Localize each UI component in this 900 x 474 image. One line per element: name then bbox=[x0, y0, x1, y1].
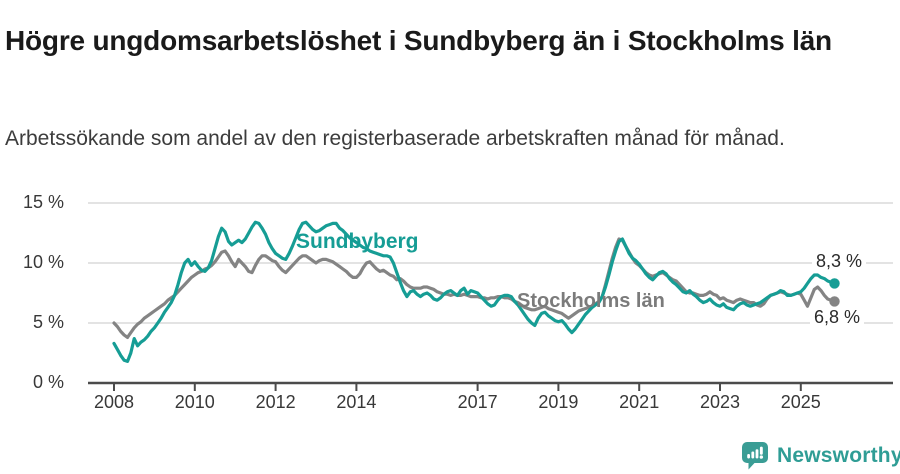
newsworthy-logo-icon bbox=[742, 442, 768, 470]
gridlines bbox=[88, 202, 893, 324]
x-tick-label: 2021 bbox=[619, 392, 660, 412]
exclamation-stem bbox=[759, 446, 763, 455]
x-tick-label: 2019 bbox=[538, 392, 579, 412]
x-tick-label: 2010 bbox=[174, 392, 215, 412]
end-dot-sundbyberg bbox=[829, 278, 840, 289]
line-sundbyberg bbox=[112, 220, 837, 363]
x-tick-label: 2025 bbox=[780, 392, 821, 412]
x-tick-label: 2008 bbox=[93, 392, 135, 412]
line-stockholms-län bbox=[112, 237, 837, 339]
x-tick-label: 2023 bbox=[699, 392, 741, 412]
x-axis bbox=[88, 381, 893, 391]
y-tick-label: 5 % bbox=[32, 312, 64, 332]
newsworthy-logo-text: Newsworthy bbox=[777, 443, 900, 467]
page-title: Högre ungdomsarbetslöshet i Sundbyberg ä… bbox=[5, 24, 832, 56]
end-value-label-sundbyberg: 8,3 % bbox=[812, 251, 867, 272]
end-dot-stockholms-län bbox=[829, 296, 840, 307]
speech-bubble-shape bbox=[742, 442, 768, 470]
bar-chart-glyph bbox=[747, 446, 764, 459]
newsworthy-logo[interactable]: Newsworthy bbox=[741, 441, 900, 470]
x-tick-label: 2017 bbox=[457, 392, 498, 412]
series-label-sundbyberg: Sundbyberg bbox=[296, 230, 419, 253]
exclamation-dot bbox=[759, 455, 764, 459]
x-tick-label: 2014 bbox=[336, 392, 377, 412]
y-tick-label: 0 % bbox=[32, 372, 64, 392]
data-series bbox=[112, 220, 840, 363]
y-tick-label: 15 % bbox=[22, 192, 64, 212]
series-label-stockholms-lan: Stockholms län bbox=[517, 290, 665, 312]
end-value-label-stockholms-lan: 6,8 % bbox=[810, 307, 865, 328]
chart-subtitle: Arbetssökande som andel av den registerb… bbox=[5, 127, 785, 150]
y-tick-label: 10 % bbox=[22, 252, 64, 272]
x-tick-label: 2012 bbox=[255, 392, 296, 412]
